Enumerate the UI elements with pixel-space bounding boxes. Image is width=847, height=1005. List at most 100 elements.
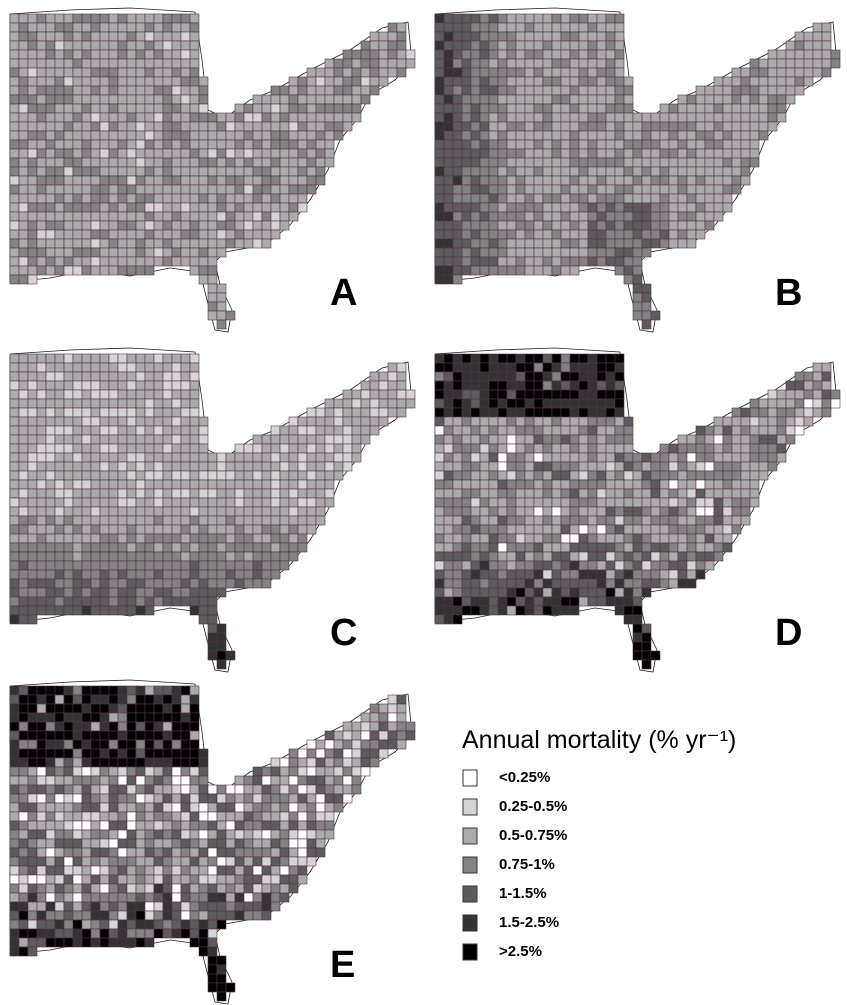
map-cell bbox=[560, 85, 571, 96]
map-cell bbox=[126, 766, 137, 777]
map-cell bbox=[396, 31, 407, 42]
map-cell bbox=[488, 103, 499, 114]
map-cell bbox=[749, 94, 760, 105]
map-cell bbox=[695, 533, 706, 544]
map-cell bbox=[225, 533, 236, 544]
map-cell bbox=[533, 551, 544, 562]
map-cell bbox=[81, 175, 92, 186]
map-cell bbox=[81, 211, 92, 222]
map-cell bbox=[542, 85, 553, 96]
map-cell bbox=[497, 389, 508, 400]
map-cell bbox=[443, 497, 454, 508]
map-cell bbox=[479, 596, 490, 607]
map-cell bbox=[9, 928, 20, 939]
map-cell bbox=[54, 506, 65, 517]
map-cell bbox=[9, 488, 20, 499]
map-cell bbox=[189, 461, 200, 472]
map-cell bbox=[135, 31, 146, 42]
map-cell bbox=[605, 497, 616, 508]
map-cell bbox=[27, 739, 38, 750]
map-cell bbox=[81, 488, 92, 499]
map-cell bbox=[207, 274, 218, 285]
map-cell bbox=[315, 121, 326, 132]
map-cell bbox=[533, 256, 544, 267]
map-cell bbox=[54, 488, 65, 499]
map-cell bbox=[126, 22, 137, 33]
map-cell bbox=[108, 928, 119, 939]
map-cell bbox=[506, 551, 517, 562]
map-cell bbox=[171, 802, 182, 813]
map-cell bbox=[443, 425, 454, 436]
map-cell bbox=[54, 829, 65, 840]
map-cell bbox=[117, 238, 128, 249]
map-cell bbox=[18, 58, 29, 69]
map-cell bbox=[695, 551, 706, 562]
map-cell bbox=[207, 211, 218, 222]
map-cell bbox=[36, 901, 47, 912]
map-cell bbox=[279, 443, 290, 454]
map-cell bbox=[758, 398, 769, 409]
map-cell bbox=[180, 542, 191, 553]
map-cell bbox=[785, 434, 796, 445]
map-cell bbox=[63, 605, 74, 616]
map-cell bbox=[785, 58, 796, 69]
map-cell bbox=[461, 497, 472, 508]
map-cell bbox=[569, 40, 580, 51]
map-cell bbox=[252, 497, 263, 508]
map-cell bbox=[189, 238, 200, 249]
map-cell bbox=[99, 739, 110, 750]
map-cell bbox=[216, 659, 227, 670]
map-cell bbox=[144, 524, 155, 535]
map-cell bbox=[18, 452, 29, 463]
map-cell bbox=[587, 362, 598, 373]
map-cell bbox=[261, 874, 272, 885]
map-cell bbox=[36, 265, 47, 276]
map-cell bbox=[45, 587, 56, 598]
map-cell bbox=[153, 103, 164, 114]
map-cell bbox=[479, 13, 490, 24]
map-cell bbox=[479, 461, 490, 472]
map-cell bbox=[63, 380, 74, 391]
map-cell bbox=[27, 220, 38, 231]
map-cell bbox=[650, 112, 661, 123]
map-cell bbox=[117, 148, 128, 159]
map-cell bbox=[434, 157, 445, 168]
map-cell bbox=[306, 506, 317, 517]
map-cell bbox=[524, 220, 535, 231]
map-cell bbox=[614, 542, 625, 553]
map-cell bbox=[461, 362, 472, 373]
map-cell bbox=[306, 739, 317, 750]
map-cell bbox=[506, 434, 517, 445]
map-cell bbox=[497, 94, 508, 105]
map-cell bbox=[542, 497, 553, 508]
map-cell bbox=[18, 148, 29, 159]
map-cell bbox=[704, 94, 715, 105]
map-cell bbox=[243, 533, 254, 544]
map-cell bbox=[677, 470, 688, 481]
map-cell bbox=[18, 910, 29, 921]
map-cell bbox=[740, 470, 751, 481]
map-cell bbox=[542, 461, 553, 472]
map-cell bbox=[45, 919, 56, 930]
map-cell bbox=[533, 94, 544, 105]
map-cell bbox=[470, 121, 481, 132]
map-cell bbox=[54, 721, 65, 732]
map-cell bbox=[351, 721, 362, 732]
map-cell bbox=[108, 757, 119, 768]
map-cell bbox=[351, 452, 362, 463]
map-cell bbox=[162, 407, 173, 418]
map-cell bbox=[45, 497, 56, 508]
map-cell bbox=[135, 569, 146, 580]
map-cell bbox=[180, 211, 191, 222]
map-cell bbox=[758, 434, 769, 445]
map-cell bbox=[650, 578, 661, 589]
map-cell bbox=[704, 470, 715, 481]
map-cell bbox=[18, 229, 29, 240]
map-cell bbox=[117, 703, 128, 714]
map-cell bbox=[767, 452, 778, 463]
map-cell bbox=[27, 883, 38, 894]
map-cell bbox=[54, 22, 65, 33]
map-cell bbox=[315, 434, 326, 445]
map-cell bbox=[596, 578, 607, 589]
map-cell bbox=[758, 94, 769, 105]
